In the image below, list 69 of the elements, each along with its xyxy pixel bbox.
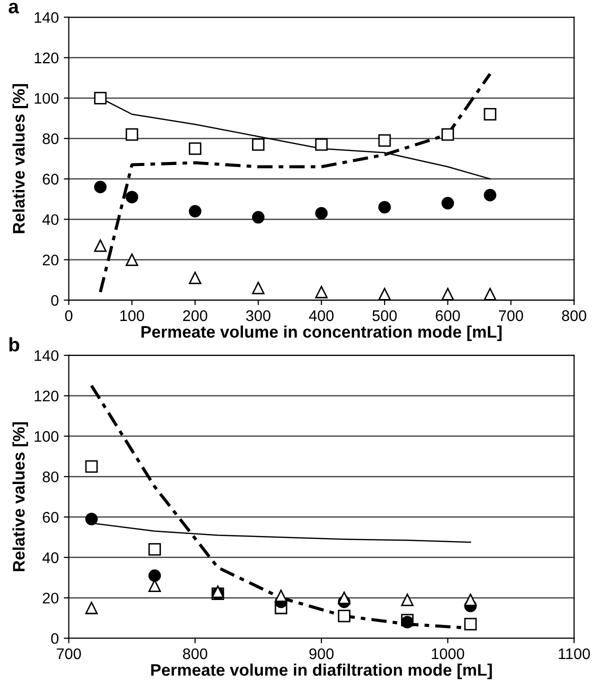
point	[442, 128, 454, 141]
point	[94, 180, 107, 194]
y-tick-label: 120	[34, 390, 58, 402]
point	[484, 108, 496, 120]
point	[188, 272, 202, 284]
x-tick-label: 600	[436, 310, 460, 322]
x-tick-label: 800	[562, 310, 586, 322]
y-tick-label: 80	[42, 471, 58, 482]
point	[464, 618, 477, 630]
point	[188, 142, 202, 155]
y-tick-label: 20	[42, 254, 58, 266]
chart-title: b	[9, 337, 20, 352]
point	[442, 196, 454, 210]
point	[188, 204, 202, 218]
point	[85, 602, 98, 614]
point	[126, 128, 138, 141]
point	[378, 134, 391, 147]
x-tick-label: 700	[498, 310, 524, 322]
x-tick-label: 0	[65, 310, 72, 322]
x-tick-label: 100	[120, 310, 144, 322]
x-tick-label: 300	[246, 310, 270, 322]
y-tick-label: 20	[42, 592, 58, 604]
y-tick-label: 0	[51, 633, 58, 644]
y-tick-label: 140	[34, 12, 58, 23]
point	[338, 592, 350, 604]
x-tick-label: 500	[372, 310, 397, 322]
y-tick-label: 100	[34, 431, 58, 442]
y-tick-label: 80	[42, 133, 58, 144]
point	[378, 200, 391, 214]
y-tick-label: 140	[34, 350, 58, 362]
point	[94, 92, 107, 104]
x-axis-title: Permeate volume in concentration mode [mL]	[141, 326, 502, 342]
x-axis-title: Permeate volume in diafiltration mode [mL]	[151, 664, 492, 680]
x-tick-label: 400	[309, 310, 334, 322]
y-tick-label: 120	[34, 52, 58, 64]
point	[148, 543, 161, 556]
point	[484, 188, 496, 202]
point	[252, 138, 265, 151]
y-tick-label: 100	[34, 92, 58, 104]
y-tick-label: 60	[42, 174, 58, 185]
y-axis-title: Relative values [%]	[12, 422, 28, 572]
x-tick-label: 1000	[432, 648, 464, 660]
point	[252, 282, 265, 294]
x-tick-label: 1100	[558, 648, 590, 660]
x-tick-label: 700	[56, 648, 81, 660]
point	[126, 190, 138, 204]
point	[252, 211, 265, 224]
x-tick-label: 900	[309, 648, 334, 660]
point	[126, 253, 138, 266]
point	[315, 207, 328, 220]
y-tick-label: 0	[51, 295, 58, 306]
x-tick-label: 200	[183, 310, 208, 322]
point	[401, 594, 414, 606]
point	[315, 138, 328, 151]
point	[94, 239, 107, 252]
y-axis-title: Relative values [%]	[12, 84, 28, 234]
x-tick-label: 800	[183, 648, 208, 660]
point	[148, 569, 161, 582]
line-series	[98, 72, 492, 294]
point	[464, 594, 477, 606]
point	[85, 460, 98, 473]
chart-title: a	[8, 2, 20, 14]
point	[85, 512, 98, 526]
y-tick-label: 40	[42, 214, 58, 226]
point	[338, 610, 350, 622]
y-tick-label: 60	[42, 512, 58, 523]
y-tick-label: 40	[42, 552, 58, 564]
point	[274, 590, 288, 602]
point	[315, 286, 328, 298]
